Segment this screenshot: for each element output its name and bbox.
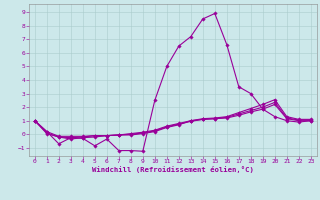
X-axis label: Windchill (Refroidissement éolien,°C): Windchill (Refroidissement éolien,°C) bbox=[92, 166, 254, 173]
